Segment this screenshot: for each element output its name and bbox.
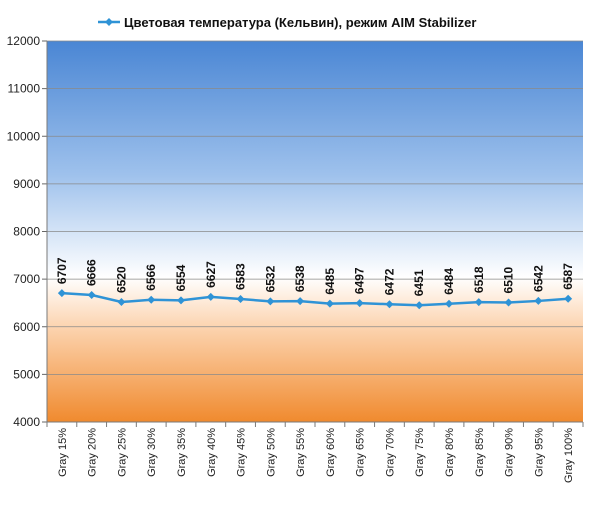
data-label: 6542 [531, 265, 545, 292]
data-point [355, 299, 364, 308]
data-point [534, 296, 543, 305]
y-tick-label: 5000 [13, 367, 40, 381]
data-label: 6587 [561, 263, 575, 290]
data-label: 6554 [174, 264, 188, 291]
series-line [61, 291, 569, 307]
data-point [57, 289, 66, 298]
x-tick-label: Gray 55% [295, 428, 307, 477]
y-tick-label: 7000 [13, 272, 40, 286]
data-label: 6566 [144, 264, 158, 291]
data-label: 6707 [55, 257, 69, 284]
data-point [415, 301, 424, 310]
data-label: 6583 [234, 263, 248, 290]
legend: Цветовая температура (Кельвин), режим AI… [98, 15, 476, 30]
data-point [385, 300, 394, 309]
data-point [325, 299, 334, 308]
x-tick-label: Gray 75% [414, 428, 426, 477]
grid [42, 40, 583, 423]
y-tick-label: 11000 [8, 82, 41, 96]
data-label: 6485 [323, 268, 337, 295]
x-tick-label: Gray 65% [355, 428, 367, 477]
data-label: 6484 [442, 268, 456, 295]
data-point [147, 295, 156, 304]
y-tick-labels: 4000 5000 6000 7000 8000 9000 10000 11000 12000 [7, 34, 41, 429]
x-tick-label: Gray 90% [504, 428, 516, 477]
data-labels: 6707 6666 6520 6566 6554 6627 6583 6532 6538 6485… [55, 257, 575, 296]
data-label: 6472 [382, 268, 396, 295]
y-tick-label: 4000 [13, 415, 40, 429]
x-tick-label: Gray 45% [236, 428, 248, 477]
legend-marker [105, 18, 113, 26]
x-tick-label: Gray 50% [265, 428, 277, 477]
x-tick-label: Gray 15% [57, 428, 69, 477]
data-point [87, 291, 96, 300]
data-point [117, 297, 126, 306]
x-tick-label: Gray 25% [116, 428, 128, 477]
axes [46, 41, 584, 427]
data-label: 6518 [472, 266, 486, 293]
data-label: 6451 [412, 269, 426, 296]
data-point [474, 298, 483, 307]
x-tick-label: Gray 80% [444, 428, 456, 477]
data-label: 6497 [353, 267, 367, 294]
y-tick-label: 9000 [13, 177, 40, 191]
x-tick-label: Gray 20% [87, 428, 99, 477]
data-point [445, 299, 453, 308]
x-tick-labels: Gray 15% Gray 20% Gray 25% Gray 30% Gray 35%… [57, 428, 575, 483]
data-point [266, 297, 275, 306]
x-tick-label: Gray 95% [533, 428, 545, 477]
x-tick-label: Gray 30% [146, 428, 158, 477]
data-label: 6627 [204, 261, 218, 288]
series-group [57, 289, 573, 310]
data-label: 6666 [85, 259, 99, 286]
x-tick-label: Gray 40% [206, 428, 218, 477]
data-label: 6538 [293, 265, 307, 292]
y-tick-label: 8000 [13, 225, 40, 239]
x-tick-label: Gray 35% [176, 428, 188, 477]
x-tick-label: Gray 60% [325, 428, 337, 477]
y-tick-label: 12000 [7, 34, 41, 48]
data-point [564, 294, 573, 303]
data-label: 6510 [502, 266, 516, 293]
data-point [236, 294, 245, 303]
data-label: 6520 [114, 266, 128, 293]
y-tick-label: 10000 [7, 129, 41, 143]
data-point [504, 298, 513, 307]
legend-label: Цветовая температура (Кельвин), режим AI… [124, 15, 476, 30]
data-label: 6532 [263, 265, 277, 292]
data-point [206, 292, 215, 301]
x-tick-label: Gray 100% [563, 428, 575, 483]
x-tick-label: Gray 70% [384, 428, 396, 477]
y-tick-label: 6000 [13, 320, 40, 334]
data-point [296, 297, 305, 306]
data-point [177, 296, 185, 305]
x-tick-label: Gray 85% [474, 428, 486, 477]
